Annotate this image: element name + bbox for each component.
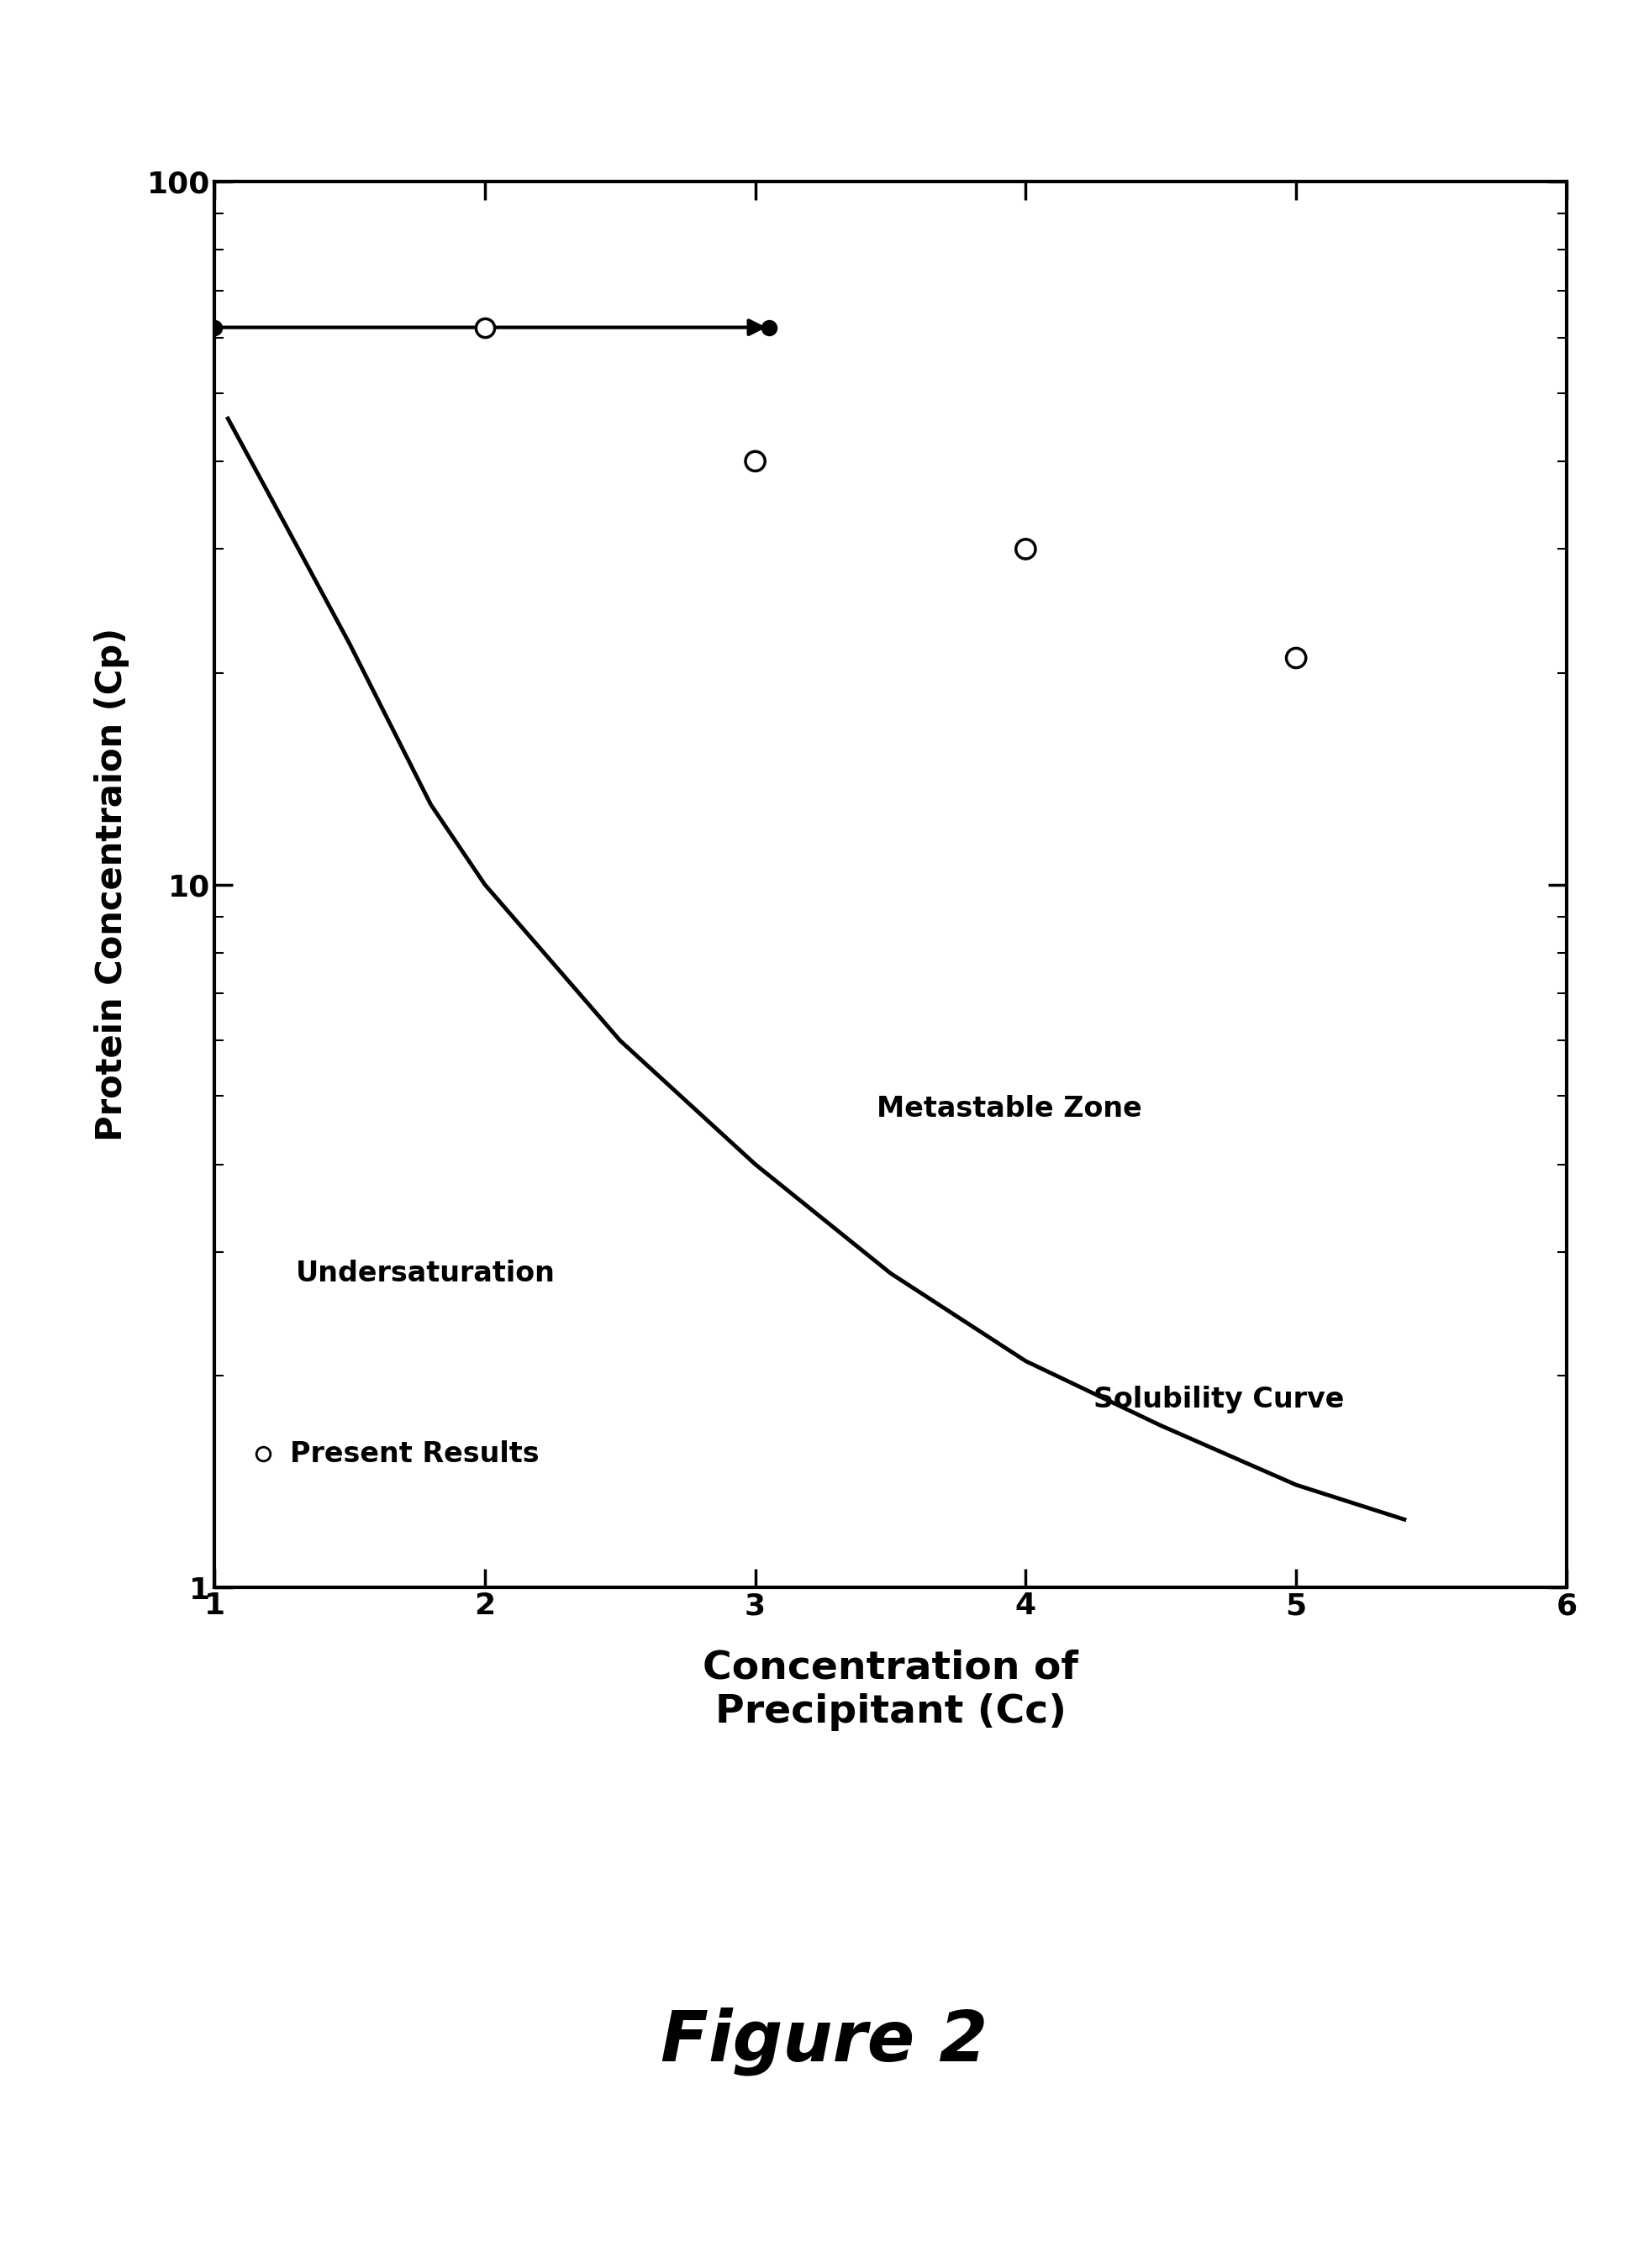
Point — [1012, 531, 1039, 567]
Text: Solubility Curve: Solubility Curve — [1093, 1386, 1344, 1413]
Point — [742, 442, 768, 479]
Text: Metastable Zone: Metastable Zone — [877, 1095, 1143, 1123]
Text: Present Results: Present Results — [290, 1440, 539, 1467]
Text: Undersaturation: Undersaturation — [295, 1259, 556, 1286]
Point — [1283, 640, 1309, 676]
X-axis label: Concentration of
Precipitant (Cc): Concentration of Precipitant (Cc) — [702, 1649, 1078, 1730]
Text: Figure 2: Figure 2 — [661, 2007, 988, 2075]
Y-axis label: Protein Concentraion (Cp): Protein Concentraion (Cp) — [94, 628, 129, 1141]
